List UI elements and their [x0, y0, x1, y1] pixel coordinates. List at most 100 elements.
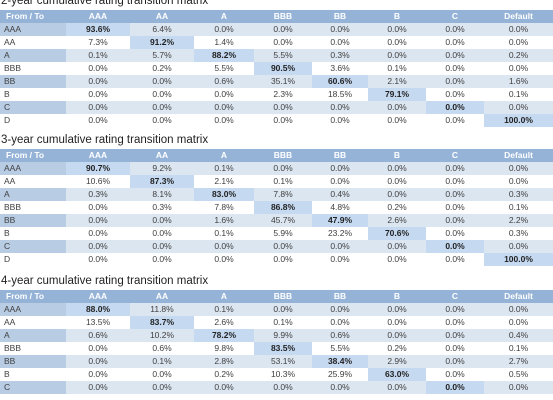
- matrix-cell: 0.0%: [130, 101, 194, 114]
- header-cell: AAA: [66, 149, 130, 162]
- header-cell: B: [368, 149, 426, 162]
- matrix-cell: 0.0%: [66, 381, 130, 394]
- matrix-cell: 0.0%: [254, 101, 312, 114]
- matrix-cell: 83.0%: [194, 188, 254, 201]
- matrix-cell: 2.9%: [368, 355, 426, 368]
- matrix-cell: 0.0%: [387, 115, 407, 125]
- matrix-cell: 0.0%: [194, 381, 254, 394]
- matrix-row: BB 0.0% 0.0% 0.6% 35.1% 60.6% 2.1% 0.0% 1.6%: [0, 75, 553, 88]
- matrix-cell: 35.1%: [254, 75, 312, 88]
- matrix-cell: 1.6%: [194, 214, 254, 227]
- matrix-cell: 0.3%: [152, 202, 172, 212]
- matrix-cell: 0.0%: [445, 89, 465, 99]
- matrix-cell: 79.1%: [368, 88, 426, 101]
- matrix-cell: 88.2%: [194, 49, 254, 62]
- matrix-cell: 0.0%: [387, 176, 407, 186]
- matrix-cell: 0.0%: [330, 37, 350, 47]
- matrix-cell: 0.0%: [445, 369, 465, 379]
- header-row: From / To AAA AA A BBB BB B C Default: [0, 290, 553, 303]
- row-label: BBB: [4, 202, 22, 212]
- matrix-cell: 0.0%: [273, 115, 293, 125]
- matrix-row: A 0.1% 5.7% 88.2% 5.5% 0.3% 0.0% 0.0% 0.2%: [0, 49, 553, 62]
- matrix-cell: 9.8%: [214, 343, 234, 353]
- matrix-cell: 2.6%: [368, 214, 426, 227]
- row-label: BB: [0, 75, 66, 88]
- matrix-row: BB 0.0% 0.0% 1.6% 45.7% 47.9% 2.6% 0.0% 2.2%: [0, 214, 553, 227]
- matrix-cell: 0.0%: [368, 49, 426, 62]
- row-label: B: [4, 369, 10, 379]
- matrix-cell: 0.0%: [312, 162, 368, 175]
- matrix-cell: 0.1%: [273, 176, 293, 186]
- header-cell: Default: [484, 10, 553, 23]
- row-label: BBB: [4, 343, 22, 353]
- matrix-cell: 0.0%: [88, 202, 108, 212]
- matrix-cell: 11.8%: [130, 303, 194, 316]
- matrix-cell: 0.0%: [426, 240, 484, 253]
- matrix-cell: 100.0%: [484, 114, 553, 127]
- matrix-cell: 0.0%: [368, 188, 426, 201]
- header-cell: From / To: [0, 290, 66, 303]
- matrix-cell: 60.6%: [312, 75, 368, 88]
- matrix-cell: 0.0%: [387, 317, 407, 327]
- matrix-cell: 0.0%: [312, 23, 368, 36]
- matrix-cell: 0.0%: [426, 355, 484, 368]
- matrix-cell: 0.0%: [66, 75, 130, 88]
- matrix-cell: 0.0%: [330, 317, 350, 327]
- matrix-cell: 0.0%: [254, 240, 312, 253]
- header-cell: From / To: [0, 149, 66, 162]
- matrix-cell: 0.0%: [88, 369, 108, 379]
- matrix-cell: 0.0%: [484, 23, 553, 36]
- matrix-cell: 0.0%: [214, 115, 234, 125]
- row-label: BB: [0, 214, 66, 227]
- matrix-cell: 0.0%: [254, 162, 312, 175]
- matrix-cell: 0.1%: [66, 49, 130, 62]
- matrix-row: B 0.0% 0.0% 0.1% 5.9% 23.2% 70.6% 0.0% 0.3%: [0, 227, 553, 240]
- matrix-cell: 0.0%: [426, 303, 484, 316]
- matrix-cell: 0.0%: [445, 228, 465, 238]
- matrix-cell: 0.0%: [312, 381, 368, 394]
- matrix-cell: 0.0%: [445, 317, 465, 327]
- matrix-cell: 0.0%: [130, 214, 194, 227]
- matrix-cell: 0.0%: [66, 214, 130, 227]
- matrix-cell: 0.0%: [368, 162, 426, 175]
- header-cell: B: [368, 10, 426, 23]
- matrix-cell: 0.0%: [508, 176, 529, 186]
- matrix-title: 2-year cumulative rating transition matr…: [1, 0, 209, 7]
- matrix-cell: 0.1%: [273, 317, 293, 327]
- row-label: B: [4, 89, 10, 99]
- matrix-cell: 0.0%: [484, 303, 553, 316]
- matrix-cell: 88.0%: [66, 303, 130, 316]
- matrix-cell: 0.3%: [508, 228, 529, 238]
- matrix-cell: 6.4%: [130, 23, 194, 36]
- header-cell: AAA: [66, 290, 130, 303]
- matrix-cell: 0.4%: [312, 188, 368, 201]
- header-cell: C: [426, 10, 484, 23]
- matrix-cell: 0.0%: [445, 176, 465, 186]
- matrix-row: AAA 88.0% 11.8% 0.1% 0.0% 0.0% 0.0% 0.0% 0.0%: [0, 303, 553, 316]
- matrix-row: BBB 0.0% 0.3% 7.8% 86.8% 4.8% 0.2% 0.0% 0.1%: [0, 201, 553, 214]
- row-label: AAA: [0, 23, 66, 36]
- matrix-cell: 0.0%: [508, 317, 529, 327]
- matrix-cell: 0.0%: [88, 228, 108, 238]
- header-cell: BBB: [254, 149, 312, 162]
- matrix-cell: 8.1%: [130, 188, 194, 201]
- matrix-cell: 0.0%: [254, 23, 312, 36]
- matrix-cell: 0.0%: [88, 89, 108, 99]
- matrix-cell: 0.0%: [426, 188, 484, 201]
- matrix-cell: 0.0%: [426, 214, 484, 227]
- matrix-cell: 10.2%: [130, 329, 194, 342]
- header-cell: BBB: [254, 290, 312, 303]
- matrix-cell: 0.0%: [214, 254, 234, 264]
- matrix-cell: 0.0%: [426, 101, 484, 114]
- matrix-cell: 0.0%: [152, 228, 172, 238]
- matrix-cell: 0.0%: [273, 37, 293, 47]
- matrix-cell: 0.0%: [445, 115, 465, 125]
- matrix-cell: 0.0%: [426, 49, 484, 62]
- matrix-cell: 0.0%: [214, 89, 234, 99]
- matrix-cell: 38.4%: [312, 355, 368, 368]
- matrix-row: B 0.0% 0.0% 0.2% 10.3% 25.9% 63.0% 0.0% 0.5%: [0, 368, 553, 381]
- matrix-cell: 0.1%: [194, 162, 254, 175]
- matrix-cell: 0.0%: [330, 115, 350, 125]
- matrix-cell: 70.6%: [368, 227, 426, 240]
